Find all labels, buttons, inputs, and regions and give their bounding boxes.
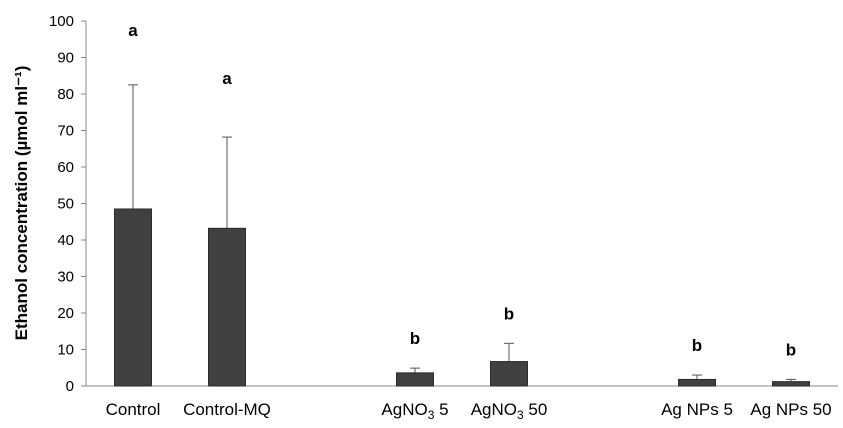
significance-letter: b: [692, 336, 702, 355]
bar: [208, 227, 246, 387]
y-tick-label: 50: [57, 196, 74, 213]
x-category-label: AgNO3 5: [381, 400, 448, 422]
y-tick-label: 40: [57, 232, 74, 249]
bar: [490, 361, 528, 387]
y-tick-label: 0: [66, 378, 74, 395]
bar: [678, 378, 716, 387]
y-tick-label: 30: [57, 269, 74, 286]
bar: [396, 372, 434, 387]
significance-letter: a: [128, 21, 138, 40]
y-tick-label: 100: [49, 13, 74, 30]
labels-group: a Control a Control-MQ b AgNO3 5 b AgNO3 50 b Ag …: [106, 21, 832, 422]
y-tick-label: 70: [57, 123, 74, 140]
x-category-label: Ag NPs 5: [661, 400, 733, 419]
bars-group: [114, 208, 810, 387]
significance-letter: b: [786, 340, 796, 359]
y-tick-label: 90: [57, 50, 74, 67]
x-category-label: Ag NPs 50: [750, 400, 831, 419]
significance-letter: b: [504, 304, 514, 323]
significance-letter: b: [410, 329, 420, 348]
bar: [114, 208, 152, 387]
x-category-label: AgNO3 50: [471, 400, 548, 422]
error-bars-group: [128, 84, 796, 382]
y-tick-label: 60: [57, 159, 74, 176]
bar: [772, 381, 810, 387]
y-tick-label: 10: [57, 342, 74, 359]
y-tick-label: 20: [57, 305, 74, 322]
axes-group: 0 10 20 30 40 50 60 70 80 90 100: [49, 13, 838, 395]
x-category-label: Control-MQ: [183, 400, 271, 419]
y-axis-label: Ethanol concentration (µmol ml⁻¹): [12, 66, 31, 341]
significance-letter: a: [222, 69, 232, 88]
y-tick-label: 80: [57, 86, 74, 103]
x-category-label: Control: [106, 400, 161, 419]
